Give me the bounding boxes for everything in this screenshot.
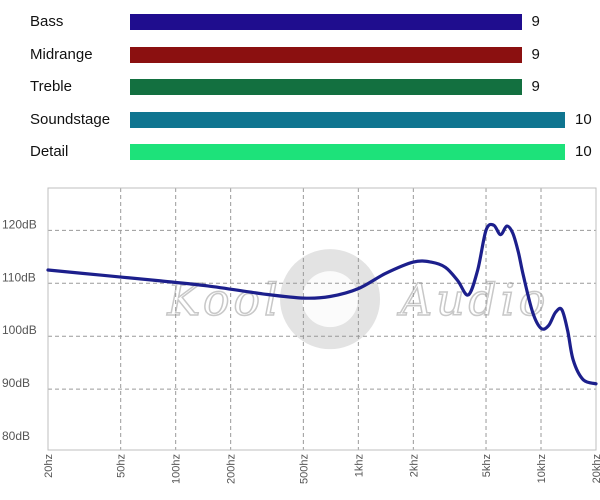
bar-row-detail: Detail 10: [0, 142, 600, 162]
plot-frame: [47, 187, 597, 451]
x-tick-label: 10khz: [536, 454, 548, 483]
x-tick-label: 100hz: [171, 454, 183, 484]
bar-label: Treble: [30, 78, 72, 95]
bar-value-label: 10: [575, 110, 592, 128]
bar-value-label: 9: [531, 78, 540, 95]
x-tick-label: 20khz: [591, 454, 600, 483]
bar-row-soundstage: Soundstage 10: [0, 110, 600, 130]
y-tick-label: 120dB: [2, 217, 37, 231]
bar-label: Midrange: [30, 45, 93, 63]
x-tick-label: 200hz: [226, 454, 238, 484]
x-tick-label: 1khz: [353, 454, 365, 477]
x-tick-label: 500hz: [298, 454, 310, 484]
bar-soundstage: [130, 111, 565, 128]
bar-detail: [130, 144, 565, 160]
bar-bass: [130, 14, 522, 30]
frequency-response-line: [46, 222, 598, 386]
bar-treble: [130, 79, 522, 95]
bar-value-label: 9: [531, 13, 540, 30]
y-tick-label: 110dB: [2, 270, 36, 284]
y-tick-label: 100dB: [2, 323, 37, 337]
y-tick-label: 90dB: [2, 376, 30, 390]
bar-label: Detail: [30, 143, 69, 160]
bar-label: Soundstage: [30, 110, 111, 128]
bar-row-bass: Bass 9: [0, 12, 600, 32]
bar-midrange: [130, 46, 522, 63]
bar-row-midrange: Midrange 9: [0, 45, 600, 65]
x-tick-label: 2khz: [408, 454, 420, 477]
bar-value-label: 10: [575, 143, 592, 160]
bar-row-treble: Treble 9: [0, 77, 600, 97]
x-tick-label: 20hz: [43, 454, 55, 478]
x-tick-label: 5khz: [481, 454, 493, 477]
watermark-logo-inner: [302, 271, 359, 328]
y-tick-label: 80dB: [2, 429, 30, 443]
bar-value-label: 9: [531, 45, 540, 63]
bar-label: Bass: [30, 13, 64, 30]
x-tick-label: 50hz: [116, 454, 128, 478]
